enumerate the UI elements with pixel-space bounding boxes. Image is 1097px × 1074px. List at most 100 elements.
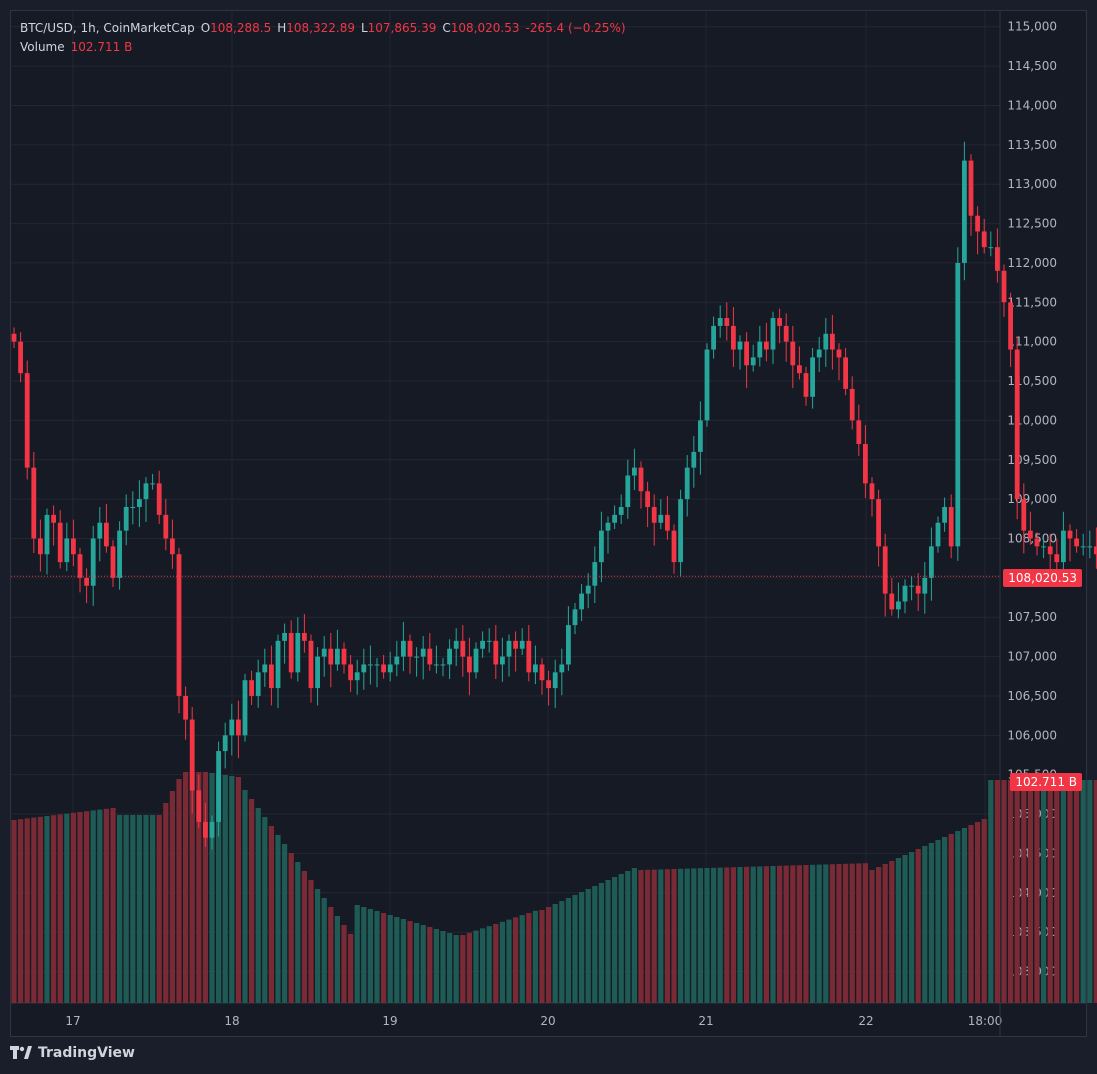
volume-bar bbox=[282, 844, 288, 1003]
volume-label[interactable]: Volume bbox=[20, 40, 65, 54]
volume-bar bbox=[1074, 780, 1080, 1003]
volume-bar bbox=[447, 933, 453, 1003]
candle-body bbox=[632, 467, 637, 476]
volume-bar bbox=[849, 863, 855, 1003]
volume-bar bbox=[1087, 780, 1093, 1003]
candle-body bbox=[1080, 546, 1086, 548]
candle-body bbox=[71, 538, 76, 555]
candle-body bbox=[374, 664, 380, 666]
volume-bar bbox=[895, 858, 901, 1003]
volume-bar bbox=[130, 815, 136, 1003]
candle-body bbox=[486, 640, 492, 642]
close-value: 108,020.53 bbox=[450, 21, 520, 35]
volume-bar bbox=[664, 869, 670, 1003]
candle-body bbox=[196, 790, 202, 822]
volume-bar bbox=[136, 815, 142, 1003]
volume-bar bbox=[24, 818, 30, 1003]
candle-body bbox=[163, 514, 169, 539]
candle-body bbox=[889, 593, 895, 610]
candle-body bbox=[645, 491, 650, 507]
candle-body bbox=[704, 349, 710, 421]
volume-bar bbox=[836, 864, 842, 1003]
volume-bar bbox=[11, 820, 17, 1003]
candle-body bbox=[506, 640, 512, 657]
volume-bar bbox=[651, 869, 657, 1003]
candle-body bbox=[222, 735, 228, 752]
volume-bar bbox=[684, 868, 690, 1003]
candle-body bbox=[361, 664, 367, 673]
volume-bar bbox=[856, 863, 862, 1003]
candle-body bbox=[968, 160, 974, 216]
candle-body bbox=[394, 656, 400, 665]
candle-body bbox=[1087, 546, 1093, 548]
candle-body bbox=[203, 821, 208, 838]
ohlc-legend: BTC/USD, 1h, CoinMarketCap O108,288.5 H108… bbox=[20, 21, 632, 35]
candle-body bbox=[183, 695, 188, 720]
volume-bar bbox=[354, 905, 360, 1003]
candle-body bbox=[612, 514, 617, 523]
volume-bar bbox=[579, 892, 585, 1003]
volume-bar bbox=[796, 865, 802, 1003]
volume-bar bbox=[625, 871, 631, 1003]
candle-body bbox=[1001, 270, 1007, 303]
volume-bar bbox=[763, 866, 769, 1003]
candle-body bbox=[909, 585, 914, 587]
volume-bar bbox=[453, 935, 459, 1003]
volume-bar bbox=[103, 808, 109, 1003]
volume-bar bbox=[678, 868, 684, 1003]
volume-bar bbox=[97, 809, 103, 1003]
volume-bar bbox=[466, 932, 472, 1003]
y-tick-label: 106,500 bbox=[1007, 689, 1057, 703]
candle-body bbox=[533, 664, 538, 673]
candle-body bbox=[876, 499, 881, 547]
candle-body bbox=[354, 672, 360, 681]
volume-bar bbox=[691, 868, 697, 1003]
candle-body bbox=[975, 215, 980, 232]
candle-body bbox=[414, 656, 419, 658]
candle-body bbox=[480, 640, 485, 649]
volume-bar bbox=[730, 867, 736, 1003]
candle-body bbox=[922, 577, 928, 594]
candle-body bbox=[849, 388, 855, 421]
y-tick-label: 113,500 bbox=[1007, 138, 1057, 152]
volume-bar bbox=[506, 919, 512, 1003]
candle-body bbox=[764, 341, 769, 350]
volume-bar bbox=[150, 815, 156, 1003]
symbol-label[interactable]: BTC/USD, 1h, CoinMarketCap bbox=[20, 21, 195, 35]
candle-body bbox=[559, 664, 565, 673]
candle-body bbox=[123, 507, 129, 531]
x-tick-label: 17 bbox=[65, 1014, 80, 1028]
volume-bar bbox=[493, 924, 499, 1003]
tradingview-logo[interactable]: TradingView bbox=[10, 1045, 135, 1061]
volume-bar bbox=[737, 867, 743, 1003]
candle-body bbox=[308, 640, 314, 689]
volume-bar bbox=[928, 843, 934, 1003]
candle-body bbox=[500, 656, 505, 665]
candle-body bbox=[275, 640, 281, 689]
volume-bar bbox=[988, 780, 994, 1003]
volume-bar bbox=[1054, 780, 1060, 1003]
volume-bar bbox=[981, 819, 987, 1003]
volume-bar bbox=[876, 867, 882, 1003]
volume-bar bbox=[783, 865, 789, 1003]
volume-bar bbox=[605, 880, 611, 1003]
volume-bar bbox=[31, 817, 37, 1003]
x-tick-label: 21 bbox=[698, 1014, 713, 1028]
y-tick-label: 111,000 bbox=[1007, 335, 1057, 349]
x-tick-label: 18 bbox=[224, 1014, 239, 1028]
candle-body bbox=[658, 514, 664, 523]
volume-bar bbox=[618, 874, 624, 1003]
volume-value: 102.711 B bbox=[70, 40, 133, 54]
volume-bar bbox=[1060, 780, 1066, 1003]
volume-bar bbox=[249, 799, 255, 1003]
high-label: H bbox=[277, 21, 287, 35]
volume-bar bbox=[704, 868, 710, 1003]
volume-bar bbox=[889, 861, 895, 1003]
candle-body bbox=[691, 451, 697, 468]
y-tick-label: 109,000 bbox=[1007, 492, 1057, 506]
volume-bar bbox=[942, 837, 948, 1003]
candle-body bbox=[790, 341, 796, 366]
candle-body bbox=[579, 593, 584, 610]
last-volume-tag: 102.711 B bbox=[1010, 773, 1082, 791]
